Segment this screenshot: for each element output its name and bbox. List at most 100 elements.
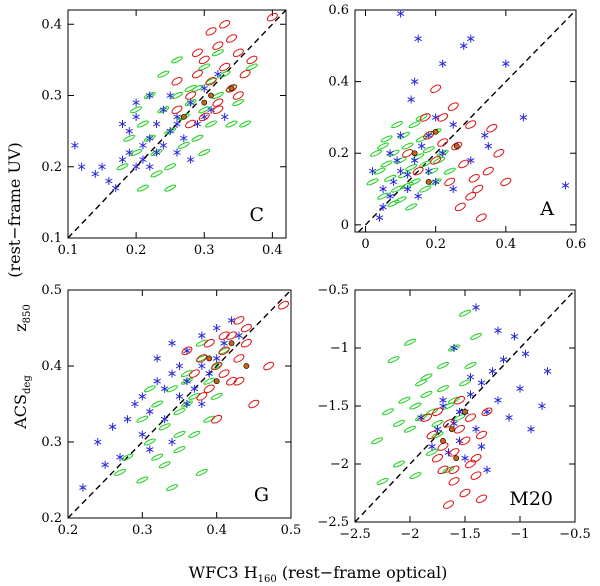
data-point-star bbox=[483, 465, 491, 474]
data-point-star bbox=[101, 460, 109, 469]
data-point-red-ellipse bbox=[191, 48, 203, 58]
data-point-star bbox=[160, 384, 169, 393]
data-point-red-ellipse bbox=[233, 354, 245, 363]
data-point-green-ellipse bbox=[377, 142, 390, 150]
data-point-green-ellipse bbox=[405, 164, 418, 172]
data-point-star bbox=[424, 167, 433, 176]
data-point-green-ellipse bbox=[173, 430, 186, 438]
one-to-one-line bbox=[354, 289, 576, 523]
data-point-star bbox=[481, 131, 489, 140]
data-point-green-ellipse bbox=[177, 141, 190, 149]
data-point-red-ellipse bbox=[465, 191, 477, 201]
data-point-green-ellipse bbox=[130, 148, 143, 157]
data-point-star bbox=[175, 362, 184, 370]
data-point-star bbox=[159, 141, 168, 150]
data-point-star bbox=[379, 202, 387, 211]
data-point-star bbox=[146, 134, 154, 143]
data-point-green-ellipse bbox=[393, 460, 405, 468]
data-point-star bbox=[186, 155, 195, 164]
data-point-star bbox=[403, 185, 412, 194]
data-point-red-ellipse bbox=[412, 166, 424, 176]
data-point-green-ellipse bbox=[136, 476, 149, 484]
data-point-red-ellipse bbox=[481, 407, 493, 417]
data-point-green-ellipse bbox=[405, 203, 418, 211]
data-point-star bbox=[527, 425, 535, 434]
data-point-green-ellipse bbox=[380, 135, 393, 143]
data-point-green-ellipse bbox=[171, 56, 183, 64]
y-tick-label: 0.2 bbox=[328, 146, 349, 161]
data-point-star bbox=[455, 407, 464, 416]
data-point-star bbox=[198, 400, 206, 408]
data-point-star bbox=[190, 384, 199, 393]
data-point-star bbox=[105, 177, 113, 185]
data-point-star bbox=[499, 355, 508, 364]
data-point-green-ellipse bbox=[401, 142, 414, 150]
data-point-red-ellipse bbox=[454, 424, 465, 434]
data-point-red-ellipse bbox=[203, 384, 215, 394]
data-point-green-ellipse bbox=[166, 385, 179, 393]
data-point-star bbox=[91, 169, 99, 178]
data-point-green-ellipse bbox=[158, 461, 171, 469]
data-point-green-ellipse bbox=[188, 430, 201, 438]
data-point-green-ellipse bbox=[210, 392, 223, 400]
data-point-star bbox=[138, 392, 147, 401]
data-point-green-ellipse bbox=[157, 70, 170, 78]
x-tick-label: −2 bbox=[400, 527, 419, 542]
data-point-red-ellipse bbox=[191, 69, 203, 79]
data-point-star bbox=[153, 354, 161, 363]
data-point-green-ellipse bbox=[448, 344, 460, 352]
data-point-star bbox=[168, 438, 176, 446]
data-point-star bbox=[438, 149, 447, 158]
data-point-dot bbox=[440, 437, 446, 444]
data-point-red-ellipse bbox=[448, 448, 460, 457]
data-point-star bbox=[403, 170, 412, 179]
data-point-green-ellipse bbox=[164, 163, 177, 171]
data-point-red-ellipse bbox=[437, 113, 449, 122]
data-point-dot bbox=[462, 408, 468, 415]
data-point-green-ellipse bbox=[218, 347, 231, 355]
data-point-star bbox=[79, 483, 87, 492]
data-point-green-ellipse bbox=[443, 167, 456, 175]
data-point-star bbox=[180, 134, 188, 143]
data-point-red-ellipse bbox=[421, 413, 432, 422]
data-point-green-ellipse bbox=[195, 339, 208, 347]
data-point-star bbox=[375, 213, 384, 222]
y-tick-label: −1 bbox=[330, 341, 349, 356]
x-tick-label: 0.5 bbox=[281, 523, 302, 538]
y-tick-label: −1.5 bbox=[317, 399, 349, 414]
x-axis-title-tail: (rest−frame optical) bbox=[277, 563, 448, 582]
data-point-green-ellipse bbox=[380, 160, 393, 168]
data-point-red-ellipse bbox=[205, 27, 217, 36]
x-tick-label: 0.2 bbox=[425, 237, 446, 252]
data-point-green-ellipse bbox=[437, 361, 449, 369]
data-point-green-ellipse bbox=[377, 192, 390, 200]
data-point-star bbox=[424, 131, 433, 140]
data-point-red-ellipse bbox=[500, 177, 512, 187]
data-point-star bbox=[186, 98, 195, 107]
data-point-red-ellipse bbox=[240, 338, 252, 348]
data-point-red-ellipse bbox=[226, 34, 237, 43]
data-point-red-ellipse bbox=[226, 331, 238, 340]
data-point-red-ellipse bbox=[233, 316, 245, 325]
data-point-red-ellipse bbox=[454, 202, 466, 212]
data-point-star bbox=[466, 390, 475, 399]
data-point-red-ellipse bbox=[470, 453, 482, 463]
data-point-star bbox=[410, 156, 419, 165]
data-point-red-ellipse bbox=[239, 69, 251, 79]
data-point-dot bbox=[228, 85, 235, 92]
data-point-dot bbox=[243, 363, 250, 369]
data-point-star bbox=[461, 454, 469, 463]
x-tick-label: −2.5 bbox=[339, 527, 371, 542]
data-point-green-ellipse bbox=[401, 181, 414, 189]
data-point-star bbox=[444, 448, 453, 457]
data-point-green-ellipse bbox=[464, 361, 477, 369]
x-axis-title: WFC3 H160 (rest−frame optical) bbox=[189, 563, 448, 585]
data-point-green-ellipse bbox=[415, 379, 427, 387]
data-point-red-ellipse bbox=[266, 12, 278, 22]
data-point-star bbox=[198, 331, 206, 340]
data-point-star bbox=[98, 162, 106, 171]
data-point-green-ellipse bbox=[205, 77, 218, 85]
data-point-star bbox=[153, 377, 161, 386]
data-point-star bbox=[212, 354, 221, 363]
data-point-green-ellipse bbox=[114, 468, 127, 476]
